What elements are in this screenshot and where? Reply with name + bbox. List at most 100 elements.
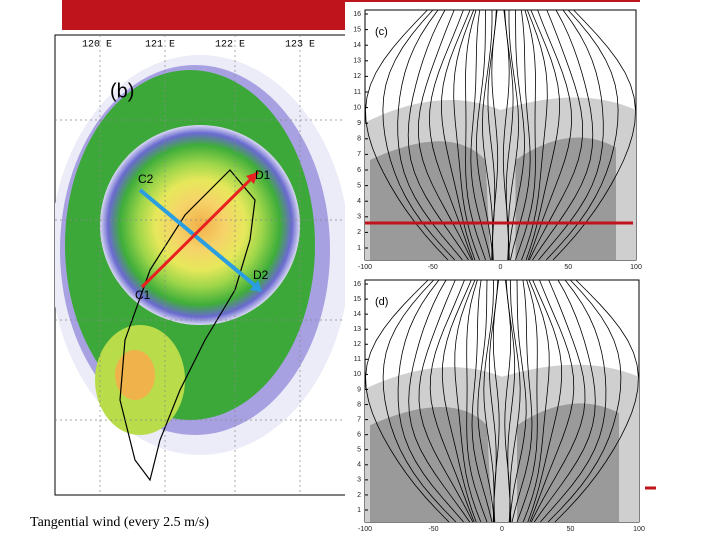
contour <box>515 9 536 261</box>
section-c <box>138 188 260 290</box>
contour <box>522 279 550 523</box>
shade-dark <box>515 137 616 260</box>
contour <box>465 9 486 261</box>
y-tick-label: 15 <box>353 26 361 33</box>
contour <box>529 279 575 523</box>
contour <box>476 9 493 261</box>
contour <box>511 279 533 523</box>
contour <box>554 279 639 523</box>
y-tick-label: 5 <box>357 182 361 189</box>
y-tick-label: 16 <box>353 281 361 288</box>
y-tick-label: 2 <box>357 229 361 236</box>
point-label: D2 <box>253 268 269 282</box>
radar-map: 120 E 121 E 122 E 123 E (b) C2 D1 D2 C1 <box>54 34 351 496</box>
contour <box>552 9 636 261</box>
contour <box>453 9 480 261</box>
contour <box>471 279 493 523</box>
point-label: D1 <box>255 168 271 182</box>
y-tick-label: 7 <box>357 416 361 423</box>
y-tick-label: 14 <box>353 42 361 49</box>
contour <box>516 279 538 523</box>
y-tick-label: 6 <box>357 167 361 174</box>
lon-label: 122 E <box>215 40 245 51</box>
x-tick-label: 0 <box>499 264 503 271</box>
contour <box>529 9 584 261</box>
contour <box>510 9 531 261</box>
x-tick-label: 50 <box>564 264 572 271</box>
contour <box>509 280 521 523</box>
contour <box>365 9 449 261</box>
y-tick-label: 10 <box>353 371 361 378</box>
y-tick-label: 8 <box>357 401 361 408</box>
panel-label: (b) <box>110 80 134 102</box>
contour <box>417 9 472 261</box>
rain-south-core <box>115 350 155 400</box>
lon-label: 123 E <box>285 40 315 51</box>
shade-dark <box>517 403 619 522</box>
x-tick-label: 100 <box>633 526 645 533</box>
y-tick-label: 12 <box>353 73 361 80</box>
contour <box>521 9 548 261</box>
arrow-head <box>246 172 258 184</box>
contour <box>525 9 561 261</box>
y-tick-label: 13 <box>353 58 361 65</box>
y-tick-label: 12 <box>353 341 361 348</box>
contour <box>428 9 474 261</box>
contour <box>477 279 495 523</box>
y-tick-label: 9 <box>357 386 361 393</box>
contour <box>429 279 475 523</box>
contour <box>487 9 497 261</box>
contour <box>488 279 499 523</box>
x-tick-label: 50 <box>567 526 575 533</box>
contour <box>482 10 494 261</box>
x-tick-label: 0 <box>500 526 504 533</box>
y-tick-label: 10 <box>353 104 361 111</box>
y-tick-label: 14 <box>353 311 361 318</box>
contour <box>507 10 519 261</box>
point-label: C2 <box>138 172 154 186</box>
contour <box>418 279 474 523</box>
x-tick-label: -100 <box>358 264 372 271</box>
y-tick-label: 4 <box>357 198 361 205</box>
x-tick-label: 100 <box>630 264 642 271</box>
contour <box>540 279 607 523</box>
cross-section: 16 15 14 13 12 11 10 9 8 7 6 5 4 3 2 1 -100 -50 0 50 100 (d) <box>345 272 645 534</box>
contour <box>508 9 525 261</box>
y-tick-label: 6 <box>357 432 361 439</box>
lon-label: 121 E <box>145 40 175 51</box>
shade-dark <box>370 141 491 260</box>
panel-label: (c) <box>375 26 388 38</box>
contour <box>483 280 495 523</box>
contour <box>505 279 516 523</box>
contour <box>470 9 491 261</box>
contour <box>397 279 464 523</box>
caption: Tangential wind (every 2.5 m/s) <box>30 515 209 530</box>
y-tick-label: 5 <box>357 447 361 454</box>
contour <box>530 279 586 523</box>
contour <box>547 279 622 523</box>
contour <box>538 9 604 261</box>
x-tick-label: -100 <box>358 526 372 533</box>
contour <box>466 279 488 523</box>
arrow-head <box>250 280 262 292</box>
cross-section: 16 15 14 13 12 11 10 9 8 7 6 5 4 3 2 1 -100 -50 0 50 100 (c) <box>345 2 642 272</box>
y-tick-label: 1 <box>357 245 361 252</box>
contour <box>365 279 450 523</box>
x-tick-label: -50 <box>428 526 438 533</box>
contour <box>440 9 476 261</box>
y-tick-label: 11 <box>354 89 361 96</box>
contour <box>532 9 594 261</box>
point-label: C1 <box>135 288 151 302</box>
y-tick-label: 15 <box>353 296 361 303</box>
lon-label: 120 E <box>82 40 112 51</box>
contour <box>407 9 469 261</box>
contour <box>382 9 456 261</box>
y-tick-label: 4 <box>357 462 361 469</box>
y-tick-label: 11 <box>354 356 361 363</box>
contour <box>504 9 514 261</box>
y-tick-label: 3 <box>357 214 361 221</box>
rain-core <box>100 125 300 325</box>
y-tick-label: 3 <box>357 477 361 484</box>
